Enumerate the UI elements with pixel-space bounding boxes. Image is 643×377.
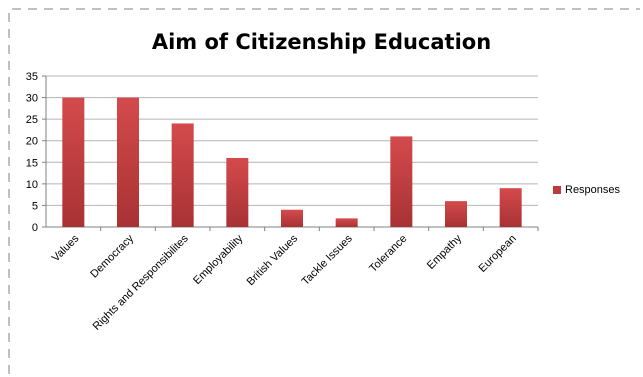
y-tick-label: 15 [26, 157, 38, 169]
bar [445, 201, 467, 227]
y-tick-label: 20 [26, 136, 38, 148]
bar [281, 209, 303, 227]
legend-label: Responses [565, 184, 621, 196]
bar [226, 157, 249, 227]
legend: Responses [553, 184, 620, 196]
x-tick-label: Empathy [425, 232, 465, 272]
bar [117, 97, 139, 227]
bar [62, 97, 85, 227]
x-tick-label: Tackle Issues [300, 232, 356, 288]
x-tick-label: Rights and Responsibilites [91, 232, 191, 332]
y-tick-label: 35 [26, 71, 38, 83]
y-tick-labels: 0 5 10 15 20 25 30 35 [26, 71, 38, 234]
x-tick-label: Employability [191, 232, 246, 287]
bar [171, 123, 194, 227]
y-tick-label: 25 [26, 114, 38, 126]
x-tick-label: Tolerance [367, 233, 409, 275]
x-tick-label: European [477, 233, 519, 275]
y-tick-label: 5 [32, 200, 38, 212]
x-tick-label: British Values [245, 232, 301, 288]
y-tick-label: 10 [26, 179, 38, 191]
x-tick-label: Values [50, 232, 82, 264]
y-tick-label: 30 [26, 93, 38, 105]
legend-swatch [553, 186, 561, 194]
chart-title: Aim of Citizenship Education [151, 30, 492, 54]
bar [499, 188, 522, 227]
y-tick-label: 0 [32, 222, 38, 234]
bars [62, 97, 522, 227]
bar [335, 218, 358, 227]
x-tick-label: Democracy [88, 232, 136, 280]
bar [390, 136, 413, 227]
